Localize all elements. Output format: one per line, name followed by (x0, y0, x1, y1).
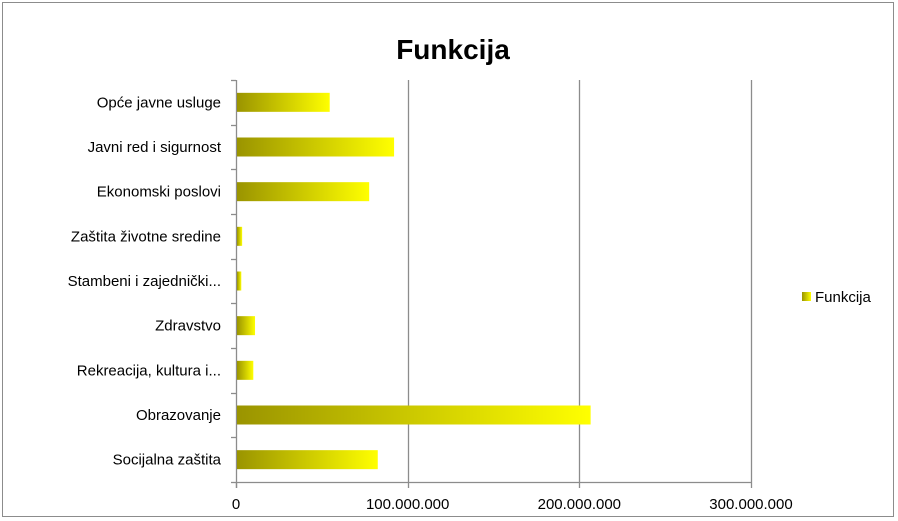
bars (237, 92, 591, 470)
bar (237, 405, 591, 425)
bar (237, 92, 330, 112)
legend: Funkcija (802, 289, 872, 306)
category-label: Obrazovanje (136, 407, 221, 424)
category-label: Ekonomski poslovi (97, 184, 221, 201)
category-label: Rekreacija, kultura i... (77, 362, 221, 379)
bar (237, 360, 254, 380)
x-tick-labels: 0 100.000.000 200.000.000 300.000.000 (232, 496, 793, 513)
x-tick-label: 300.000.000 (709, 496, 792, 513)
category-label: Zaštita životne sredine (71, 228, 221, 245)
bar (237, 316, 256, 336)
bar (237, 137, 395, 157)
x-tick-label: 0 (232, 496, 240, 513)
category-labels: Opće javne usluge Javni red i sigurnost Ek… (68, 94, 222, 468)
legend-label: Funkcija (815, 289, 872, 306)
x-tick-label: 200.000.000 (538, 496, 621, 513)
axes (231, 79, 753, 488)
category-label: Javni red i sigurnost (88, 139, 222, 156)
bar (237, 450, 378, 470)
category-label: Opće javne usluge (97, 94, 221, 111)
category-label: Stambeni i zajednički... (68, 273, 221, 290)
x-tick-label: 100.000.000 (366, 496, 449, 513)
category-label: Zdravstvo (155, 318, 221, 335)
legend-swatch (802, 292, 811, 301)
chart-title: Funkcija (396, 34, 510, 65)
category-label: Socijalna zaštita (113, 452, 222, 469)
bar (237, 271, 242, 291)
bar (237, 226, 243, 246)
bar (237, 182, 370, 202)
